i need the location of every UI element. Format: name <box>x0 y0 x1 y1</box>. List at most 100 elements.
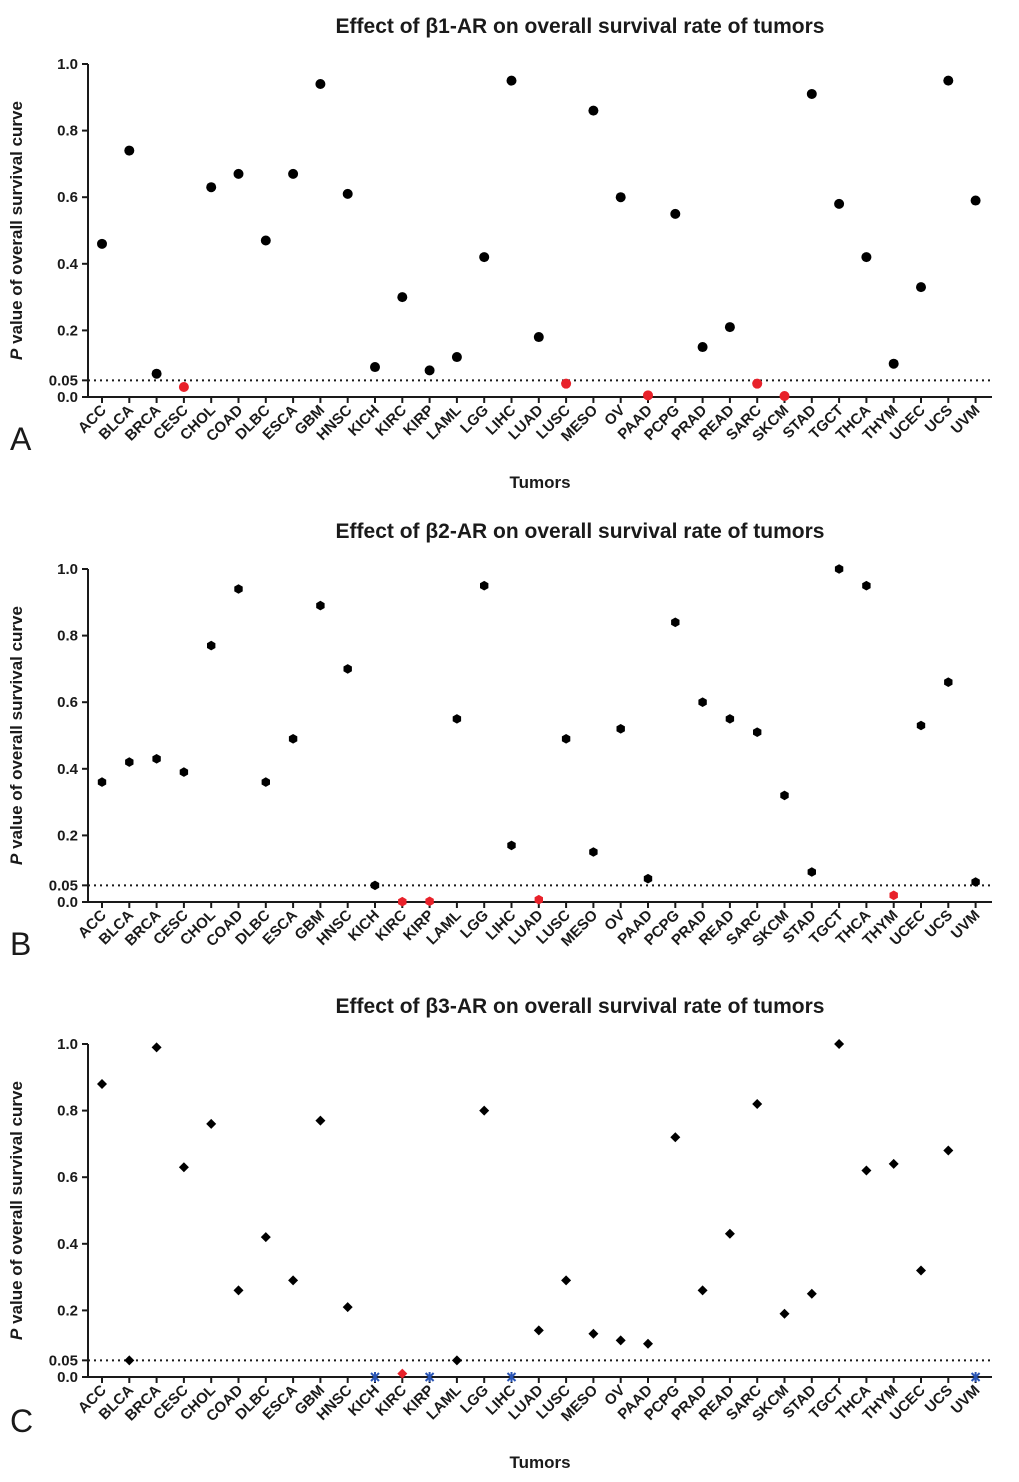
panel-letter: B <box>10 926 31 962</box>
y-tick-label: 0.8 <box>57 1103 78 1120</box>
data-point-meso <box>588 1328 599 1339</box>
data-point-lgg <box>479 252 490 263</box>
panel-letter: A <box>10 421 32 457</box>
data-point-sarc <box>752 378 763 389</box>
x-tick-label: KIRC <box>372 907 410 945</box>
y-tick-label: 0.8 <box>57 628 78 645</box>
data-point-acc <box>97 777 107 787</box>
panel-a: Effect of β1-AR on overall survival rate… <box>7 15 992 492</box>
data-point-pcpg <box>670 1132 681 1143</box>
data-point-stad <box>806 1288 817 1299</box>
data-point-ucs <box>943 75 954 86</box>
data-point-ov <box>615 1335 626 1346</box>
y-tick-label: 0.4 <box>57 761 79 778</box>
data-point-luad <box>533 1325 544 1336</box>
data-point-esca <box>288 734 298 744</box>
data-point-lusc <box>561 734 571 744</box>
data-point-dlbc <box>260 1232 271 1243</box>
data-point-lihc <box>507 840 516 851</box>
data-point-pcpg <box>671 617 680 628</box>
data-point-laml <box>452 714 462 724</box>
y-tick-label: 0.4 <box>57 1236 79 1253</box>
y-tick-label: 0.8 <box>57 123 78 140</box>
data-point-esca <box>288 168 299 179</box>
data-point-paad <box>643 1338 653 1349</box>
x-tick-label: UCS <box>922 1382 956 1416</box>
data-point-gbm <box>316 600 325 611</box>
data-point-uvm <box>970 1372 981 1382</box>
data-point-skcm <box>779 391 790 402</box>
y-tick-label: 0.2 <box>57 322 78 339</box>
data-point-lihc <box>506 1372 517 1382</box>
data-point-acc <box>97 238 107 249</box>
data-point-luad <box>534 894 543 905</box>
data-point-brca <box>152 754 161 764</box>
data-point-gbm <box>315 78 326 89</box>
data-point-thym <box>888 358 899 369</box>
y-tick-label: 0.6 <box>57 189 78 206</box>
data-point-ucs <box>943 1145 954 1156</box>
data-point-thca <box>861 1165 872 1176</box>
data-point-lusc <box>561 1275 572 1286</box>
data-point-sarc <box>752 1098 763 1109</box>
y-tick-label: 0.05 <box>49 1352 78 1369</box>
data-point-kirp <box>424 365 435 376</box>
data-point-kirc <box>398 896 407 907</box>
data-point-cesc <box>179 767 189 777</box>
data-point-blca <box>125 757 134 767</box>
chart-title: Effect of β3-AR on overall survival rate… <box>336 995 825 1018</box>
data-point-kirp <box>425 896 434 907</box>
x-tick-label: UVM <box>948 1382 984 1418</box>
data-point-skcm <box>780 790 789 801</box>
data-point-cesc <box>178 382 189 393</box>
x-axis-label: Tumors <box>509 1453 570 1472</box>
data-point-brca <box>151 1042 162 1053</box>
data-point-hnsc <box>342 1302 353 1313</box>
y-tick-label: 0.2 <box>57 1302 78 1319</box>
data-point-ucec <box>916 282 926 293</box>
data-point-laml <box>451 352 462 363</box>
data-point-kirc <box>397 1368 408 1379</box>
y-tick-label: 0.4 <box>57 256 79 273</box>
y-tick-label: 0.6 <box>57 694 78 711</box>
data-point-coad <box>233 168 244 179</box>
data-point-ucs <box>944 677 953 687</box>
data-point-ucec <box>916 720 926 731</box>
data-point-dlbc <box>261 777 270 787</box>
data-point-esca <box>288 1275 299 1286</box>
data-point-gbm <box>315 1115 326 1126</box>
data-point-coad <box>233 1285 244 1296</box>
data-point-hnsc <box>343 664 352 674</box>
chart-title: Effect of β2-AR on overall survival rate… <box>336 520 825 543</box>
y-tick-label: 0.05 <box>49 372 78 389</box>
data-point-ov <box>615 192 626 203</box>
y-tick-label: 0.05 <box>49 877 78 894</box>
x-tick-label: UCS <box>922 402 956 436</box>
data-point-meso <box>589 847 598 857</box>
data-point-paad <box>643 873 653 884</box>
data-point-tgct <box>834 198 845 209</box>
y-axis-label: P value of overall survival curve <box>7 1081 26 1340</box>
data-point-chol <box>207 640 216 651</box>
data-point-tgct <box>834 564 844 574</box>
y-axis-label-italic: P <box>7 1328 26 1340</box>
data-point-acc <box>97 1078 107 1089</box>
data-point-prad <box>697 1285 708 1296</box>
data-point-ucec <box>916 1265 926 1276</box>
data-point-meso <box>588 105 599 116</box>
data-point-sarc <box>753 727 762 737</box>
data-point-stad <box>807 867 816 877</box>
data-point-kirc <box>397 292 408 303</box>
y-axis-label-rest: value of overall survival curve <box>7 1081 26 1329</box>
data-point-stad <box>806 88 817 99</box>
data-point-lihc <box>506 75 517 86</box>
data-point-read <box>724 322 735 333</box>
data-point-paad <box>643 390 653 401</box>
data-point-coad <box>234 584 243 594</box>
x-axis-label: Tumors <box>509 473 570 492</box>
data-point-blca <box>124 145 135 156</box>
data-point-prad <box>698 697 707 707</box>
data-point-cesc <box>178 1162 189 1173</box>
data-point-kich <box>370 880 380 891</box>
data-point-thca <box>861 252 872 263</box>
